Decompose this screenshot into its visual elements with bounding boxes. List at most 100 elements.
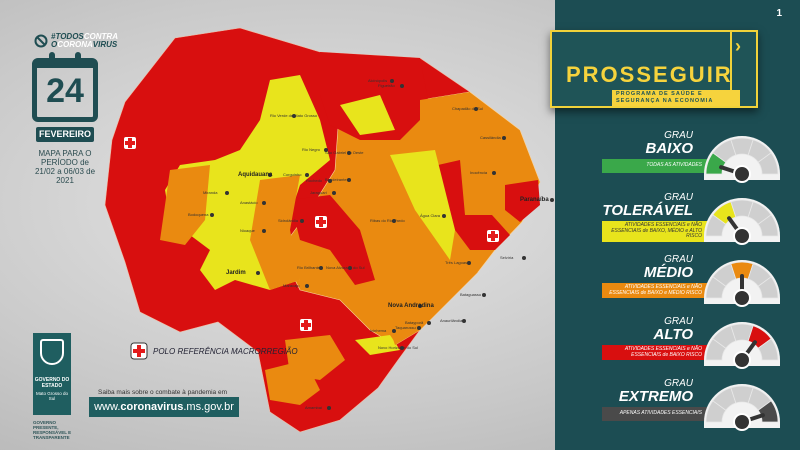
city-dot [225, 191, 229, 195]
city-label: Ribas do Rio Pardo [370, 218, 405, 223]
city-label: Anaurilândia [440, 318, 463, 323]
period-label: MAPA PARA O PERÍODO de 21/02 a 06/03 de … [34, 149, 96, 185]
map-region-orange-west [160, 165, 210, 245]
city-label: Ivinhema [370, 328, 387, 333]
medical-cross-icon [124, 137, 136, 149]
city-dot [305, 284, 309, 288]
map-region-red-campo-grande [290, 195, 375, 285]
city-label: Bodoquena [188, 212, 209, 217]
page-number: 1 [776, 8, 782, 19]
city-label: Novo Horizonte do Sul [378, 345, 419, 350]
city-label: Figueirão [378, 83, 395, 88]
map-region-red-north [320, 52, 430, 140]
prosseguir-logo: › PROSSEGUIR PROGRAMA DE SAÚDE E SEGURAN… [550, 30, 758, 108]
level-description: ATIVIDADES ESSENCIAIS e NÃO ESSENCIAIS d… [602, 283, 720, 298]
calendar-icon: 24 [32, 52, 98, 122]
city-label: Jaraguari [310, 190, 327, 195]
level-0: GRAU BAIXO TODAS AS ATIVIDADES [598, 130, 788, 190]
map-region-orange-amambai [285, 335, 345, 380]
map-region-orange-north [420, 92, 470, 140]
government-tagline: GOVERNO PRESENTE, RESPONSÁVEL E TRANSPAR… [33, 420, 72, 440]
city-dot [210, 213, 214, 217]
city-dot [392, 219, 396, 223]
day-number: 24 [46, 72, 84, 110]
map-region-yellow-south [355, 335, 400, 355]
level-2: GRAU MÉDIO ATIVIDADES ESSENCIAIS e NÃO ES… [598, 254, 788, 314]
city-label: Rio Negro [302, 147, 321, 152]
level-4: GRAU EXTREMO APENAS ATIVIDADES ESSENCIAIS [598, 378, 788, 438]
state-map [104, 27, 541, 433]
city-dot [300, 219, 304, 223]
city-label: Jardim [226, 270, 246, 276]
map-region-orange-southeast [380, 272, 478, 345]
level-description: ATIVIDADES ESSENCIAIS e NÃO ESSENCIAIS d… [602, 221, 720, 242]
gauge-icon [704, 198, 780, 245]
city-dot [292, 114, 296, 118]
city-dot [492, 171, 496, 175]
city-label: Água Clara [420, 213, 441, 218]
city-label: Paranaíba [520, 197, 549, 203]
city-label: Amambai [305, 405, 322, 410]
website-link[interactable]: www.coronavirus.ms.gov.br [89, 397, 239, 417]
map-region-red-east [438, 160, 510, 250]
chevron-right-icon: › [735, 36, 741, 56]
city-dot [256, 271, 260, 275]
map-region-yellow-figueirao [340, 95, 395, 135]
city-label: Inocência [470, 170, 488, 175]
polo-markers [124, 137, 499, 331]
government-logo: GOVERNO DO ESTADO Mato Grosso do Sul [33, 333, 71, 415]
medical-cross-icon [487, 230, 499, 242]
gauge-icon [704, 136, 780, 183]
city-dot [502, 136, 506, 140]
city-dot [442, 214, 446, 218]
city-label: Nova Alvorada do Sul [326, 265, 365, 270]
city-dot [418, 304, 422, 308]
more-info-text: Saiba mais sobre o combate à pandemia em [98, 389, 227, 396]
gauge-icon [704, 260, 780, 307]
city-dot [327, 406, 331, 410]
no-virus-icon [34, 34, 48, 48]
city-dot [482, 293, 486, 297]
medical-cross-icon [300, 319, 312, 331]
map-region-red-paranaiba [505, 180, 540, 222]
city-dot [474, 107, 478, 111]
city-dot [417, 326, 421, 330]
medical-cross-icon [130, 342, 148, 360]
gauge-segment [757, 152, 779, 175]
city-label: Bataguassu [460, 292, 482, 297]
city-dot [400, 346, 404, 350]
city-dot [550, 198, 554, 202]
city-dot [392, 329, 396, 333]
gauge-segment [757, 338, 779, 361]
city-dot [348, 266, 352, 270]
city-dot [328, 179, 332, 183]
city-label: Corguinho [283, 172, 302, 177]
campaign-hashtag: #TODOSCONTRA OCORONAVIRUS [34, 33, 118, 49]
state-crest-icon [40, 339, 64, 365]
level-1: GRAU TOLERÁVEL ATIVIDADES ESSENCIAIS e NÃ… [598, 192, 788, 252]
city-label: Selvíria [500, 255, 514, 260]
city-label: Rio Verde de Mato Grosso [270, 113, 318, 118]
city-label: Chapadão do Sul [452, 106, 483, 111]
city-label: Aquidauana [238, 172, 273, 178]
city-dot [467, 261, 471, 265]
city-dot [262, 201, 266, 205]
city-dot [347, 178, 351, 182]
city-label: Nova Andradina [388, 303, 434, 309]
city-label: Miranda [203, 190, 218, 195]
city-dot [400, 84, 404, 88]
map-region-yellow-aguaclara [390, 150, 455, 260]
city-label: Cassilândia [480, 135, 501, 140]
level-description: APENAS ATIVIDADES ESSENCIAIS [602, 407, 720, 421]
city-label: São Gabriel do Oeste [325, 150, 364, 155]
city-label: Rochedo [306, 178, 323, 183]
city-label: Rio Brilhante [297, 265, 320, 270]
level-description: ATIVIDADES ESSENCIAIS e NÃO ESSENCIAIS d… [602, 345, 720, 360]
city-label: Batayporã [405, 320, 424, 325]
month-label: FEVEREIRO [36, 127, 94, 142]
city-label: Nioaque [240, 228, 255, 233]
city-dot [324, 148, 328, 152]
city-dot [390, 79, 394, 83]
city-dot [347, 151, 351, 155]
level-description: TODAS AS ATIVIDADES [602, 159, 720, 173]
